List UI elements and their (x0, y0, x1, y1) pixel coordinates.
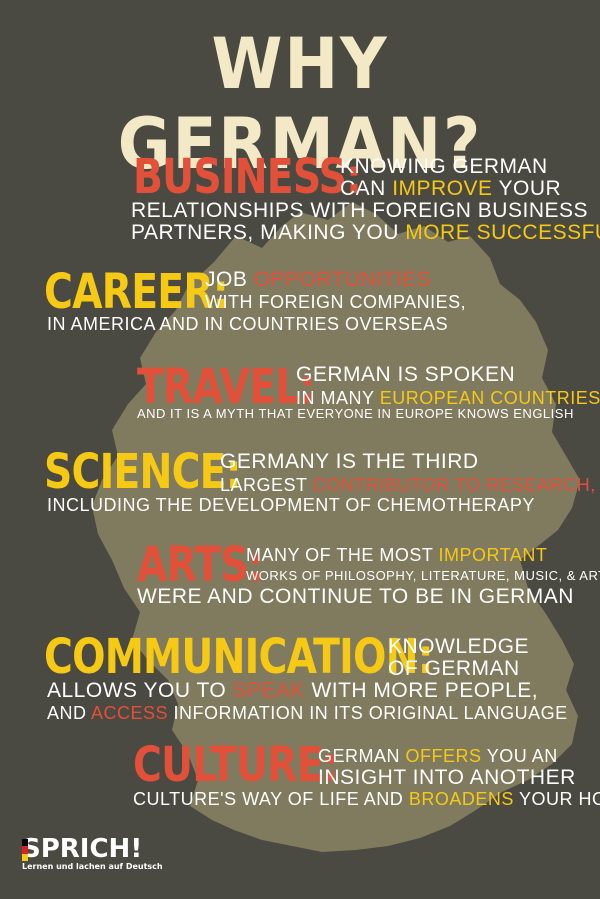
sprich-logo-word: SPRICH! (22, 834, 143, 864)
arts-line-3: WERE AND CONTINUE TO BE IN GERMAN (137, 585, 574, 608)
culture-highlight-offers: OFFERS (405, 746, 482, 766)
culture-line-3: CULTURE'S WAY OF LIFE AND BROADENS YOUR … (133, 789, 600, 809)
communication-line-1: KNOWLEDGE (388, 635, 530, 658)
career-heading: CAREER: (44, 264, 229, 320)
science-heading: SCIENCE: (44, 444, 241, 500)
business-line-2: CAN IMPROVE YOUR (340, 177, 562, 200)
communication-highlight-access: ACCESS (91, 703, 169, 723)
science-line-2: LARGEST CONTRIBUTOR TO RESEARCH, (220, 475, 596, 495)
communication-line-4: AND ACCESS INFORMATION IN ITS ORIGINAL L… (47, 703, 568, 723)
science-line-3: INCLUDING THE DEVELOPMENT OF CHEMOTHERAP… (47, 495, 535, 515)
arts-line-1: MANY OF THE MOST IMPORTANT (246, 545, 548, 565)
career-line-1: JOB OPPORTUNITIES (205, 268, 432, 291)
career-line-2: WITH FOREIGN COMPANIES, (205, 292, 467, 312)
communication-line-3: ALLOWS YOU TO SPEAK WITH MORE PEOPLE, (47, 679, 539, 702)
travel-highlight-european: EUROPEAN COUNTRIES, (379, 388, 600, 408)
sprich-logo-tagline: Lernen und lachen auf Deutsch (22, 862, 163, 871)
flag-stripe-icon (22, 839, 28, 861)
arts-heading: ARTS: (137, 537, 264, 593)
arts-highlight-important: IMPORTANT (438, 545, 548, 565)
communication-highlight-speak: SPEAK (232, 679, 306, 702)
culture-line-1: GERMAN OFFERS YOU AN (318, 746, 558, 766)
travel-heading: TRAVEL: (137, 359, 315, 415)
travel-line-1: GERMAN IS SPOKEN (296, 363, 516, 386)
communication-heading: COMMUNICATION: (44, 629, 433, 685)
travel-line-3: AND IT IS A MYTH THAT EVERYONE IN EUROPE… (137, 406, 574, 421)
culture-line-2: INSIGHT INTO ANOTHER (318, 766, 576, 789)
science-line-1: GERMANY IS THE THIRD (220, 450, 479, 473)
business-highlight-successful: MORE SUCCESSFUL (405, 221, 600, 244)
business-line-4: PARTNERS, MAKING YOU MORE SUCCESSFUL (131, 222, 600, 244)
communication-line-2: OF GERMAN (388, 657, 520, 680)
travel-line-2: IN MANY EUROPEAN COUNTRIES, (296, 388, 600, 408)
arts-line-2: WORKS OF PHILOSOPHY, LITERATURE, MUSIC, … (246, 568, 600, 583)
career-highlight-opportunities: OPPORTUNITIES (253, 268, 432, 291)
culture-heading: CULTURE: (133, 737, 338, 793)
sprich-logo: SPRICH! Lernen und lachen auf Deutsch (22, 836, 163, 872)
business-heading: BUSINESS: (133, 149, 362, 205)
science-highlight-contributor: CONTRIBUTOR TO RESEARCH, (312, 475, 596, 495)
business-line-3: RELATIONSHIPS WITH FOREIGN BUSINESS (131, 199, 589, 222)
business-highlight-improve: IMPROVE (392, 177, 493, 200)
page-title: WHY GERMAN? (117, 23, 483, 185)
business-line-1: KNOWING GERMAN (340, 155, 548, 178)
culture-highlight-broadens: BROADENS (408, 789, 514, 809)
career-line-3: IN AMERICA AND IN COUNTRIES OVERSEAS (47, 314, 449, 334)
